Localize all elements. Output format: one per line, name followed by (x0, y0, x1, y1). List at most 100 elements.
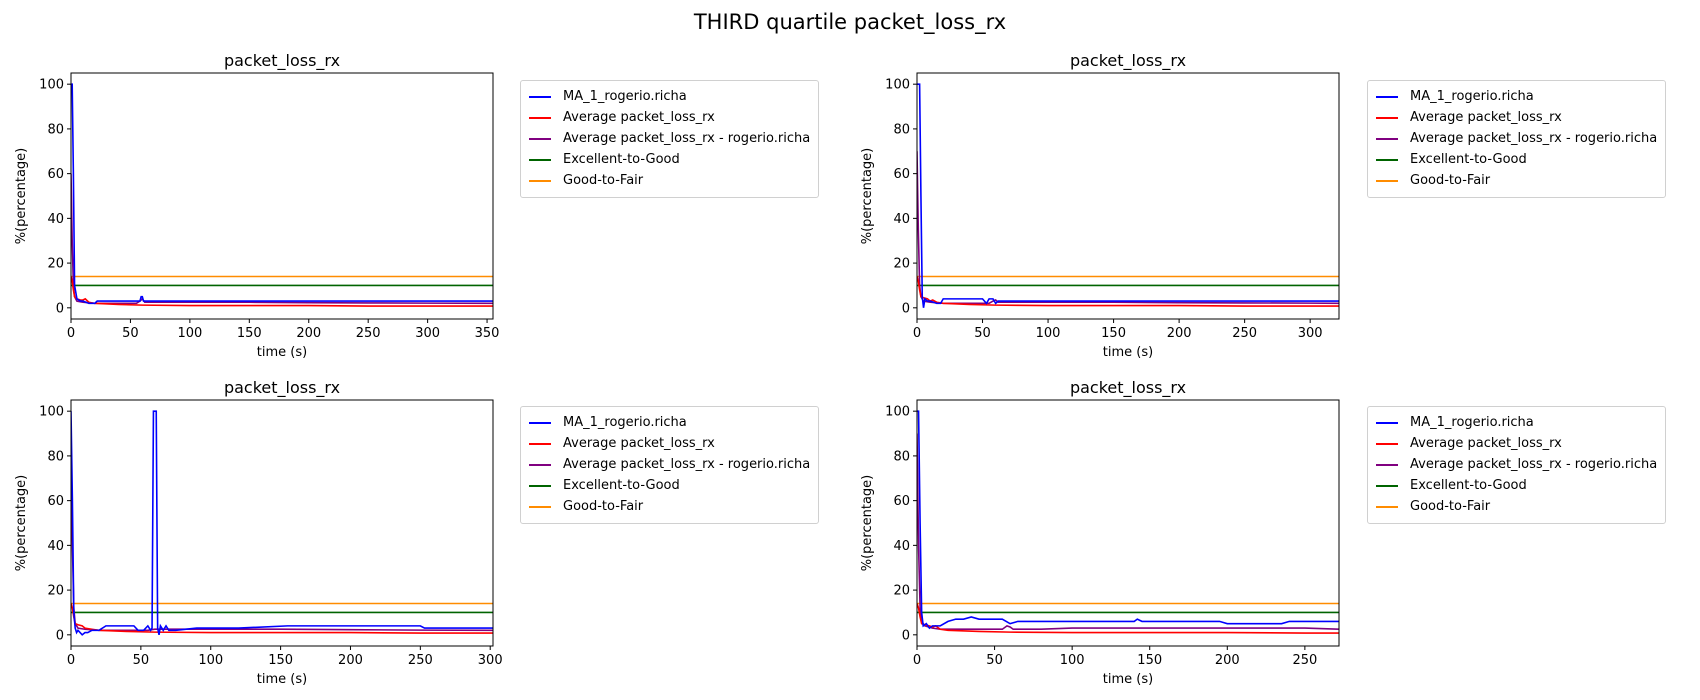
legend-swatch (529, 116, 551, 119)
x-tick-label: 100 (177, 326, 202, 341)
legend-entry: Average packet_loss_rx (1376, 107, 1657, 128)
y-tick-label: 0 (56, 628, 64, 643)
legend-swatch (529, 463, 551, 466)
legend: MA_1_rogerio.richa Average packet_loss_rx… (520, 406, 820, 524)
x-axis-label: time (s) (257, 345, 307, 360)
legend-swatch (529, 95, 551, 98)
axes-frame (916, 72, 1340, 320)
y-tick-label: 100 (39, 78, 64, 93)
legend-swatch (529, 484, 551, 487)
plot-area (917, 410, 1339, 634)
y-tick-label: 20 (893, 584, 910, 599)
subplot-4: 0 50 100 150 200 250 0 20 40 60 80 100 packet_loss_r… (860, 378, 1340, 687)
legend-entry: Average packet_loss_rx - rogerio.richa (1376, 454, 1657, 475)
series-line-3 (917, 433, 1339, 631)
legend-swatch (1376, 179, 1398, 182)
legend-entry: Average packet_loss_rx (529, 107, 810, 128)
x-tick-label: 50 (974, 326, 991, 341)
x-tick-label: 0 (913, 653, 921, 668)
x-tick-label: 50 (986, 653, 1003, 668)
legend-entry: MA_1_rogerio.richa (529, 86, 810, 107)
subplot-title: packet_loss_rx (224, 51, 340, 71)
legend-label: MA_1_rogerio.richa (1410, 89, 1534, 104)
series-line-2 (917, 603, 1339, 634)
y-axis-label: %(percentage) (860, 475, 875, 572)
x-tick-label: 250 (1232, 326, 1257, 341)
legend-label: Average packet_loss_rx (1410, 110, 1562, 125)
series-line-1 (71, 410, 493, 636)
legend-swatch (1376, 116, 1398, 119)
legend-label: Good-to-Fair (563, 173, 644, 188)
y-tick-label: 0 (902, 301, 910, 316)
x-tick-label: 150 (1101, 326, 1126, 341)
legend-swatch (1376, 95, 1398, 98)
legend-swatch (529, 158, 551, 161)
y-tick-label: 0 (56, 301, 64, 316)
y-axis-label: %(percentage) (860, 148, 875, 245)
x-tick-label: 150 (1137, 653, 1162, 668)
legend-label: MA_1_rogerio.richa (563, 89, 687, 104)
x-tick-label: 150 (237, 326, 262, 341)
x-tick-label: 50 (133, 653, 150, 668)
y-tick-label: 20 (47, 584, 64, 599)
y-tick-label: 60 (893, 494, 910, 509)
legend-swatch (1376, 463, 1398, 466)
legend-label: Good-to-Fair (1410, 173, 1491, 188)
y-tick-label: 20 (893, 257, 910, 272)
x-axis-label: time (s) (257, 672, 307, 687)
legend-entry: Average packet_loss_rx - rogerio.richa (529, 128, 810, 149)
series-line-1 (917, 410, 1339, 630)
x-tick-label: 200 (1167, 326, 1192, 341)
legend-entry: Good-to-Fair (1376, 496, 1657, 517)
legend-swatch (529, 421, 551, 424)
legend-entry: Average packet_loss_rx (529, 433, 810, 454)
legend-swatch (1376, 421, 1398, 424)
y-tick-label: 20 (47, 257, 64, 272)
legend-label: Average packet_loss_rx - rogerio.richa (1410, 457, 1658, 472)
y-tick-label: 60 (893, 167, 910, 182)
subplot-1: 0 50 100 150 200 250 300 350 0 20 40 60 80 100 packet_… (14, 51, 499, 360)
x-tick-label: 250 (408, 653, 433, 668)
legend-label: Average packet_loss_rx (563, 110, 715, 125)
y-tick-label: 40 (893, 539, 910, 554)
subplot-title: packet_loss_rx (1070, 378, 1186, 398)
y-tick-label: 100 (885, 405, 910, 420)
legend-entry: MA_1_rogerio.richa (1376, 86, 1657, 107)
x-tick-label: 100 (198, 653, 223, 668)
legend-entry: Good-to-Fair (1376, 170, 1657, 191)
y-tick-label: 100 (39, 405, 64, 420)
legend-entry: Excellent-to-Good (1376, 475, 1657, 496)
axes-frame (70, 399, 494, 647)
x-tick-label: 300 (478, 653, 503, 668)
x-axis-label: time (s) (1103, 345, 1153, 360)
x-tick-label: 200 (338, 653, 363, 668)
legend-swatch (529, 442, 551, 445)
legend-swatch (1376, 442, 1398, 445)
y-tick-label: 80 (893, 449, 910, 464)
x-tick-label: 200 (296, 326, 321, 341)
subplot-3: 0 50 100 150 200 250 300 0 20 40 60 80 100 packet_los… (14, 378, 503, 687)
legend-swatch (529, 505, 551, 508)
subplot-2: 0 50 100 150 200 250 300 0 20 40 60 80 100 packet_los… (860, 51, 1340, 360)
legend-swatch (529, 179, 551, 182)
y-tick-label: 40 (47, 212, 64, 227)
legend-label: MA_1_rogerio.richa (563, 415, 687, 430)
subplot-title: packet_loss_rx (224, 378, 340, 398)
y-tick-label: 80 (47, 449, 64, 464)
legend-entry: Average packet_loss_rx - rogerio.richa (1376, 128, 1657, 149)
y-tick-label: 40 (47, 539, 64, 554)
plot-area (917, 83, 1339, 308)
legend-label: Excellent-to-Good (1410, 478, 1527, 493)
legend-label: Average packet_loss_rx - rogerio.richa (563, 457, 811, 472)
y-tick-label: 40 (893, 212, 910, 227)
y-axis-label: %(percentage) (14, 475, 29, 572)
legend-entry: Average packet_loss_rx (1376, 433, 1657, 454)
legend-entry: Excellent-to-Good (1376, 149, 1657, 170)
legend-swatch (529, 137, 551, 140)
x-tick-label: 0 (67, 326, 75, 341)
plot-area (71, 410, 493, 636)
axes-frame (70, 72, 494, 320)
legend-label: Average packet_loss_rx (563, 436, 715, 451)
